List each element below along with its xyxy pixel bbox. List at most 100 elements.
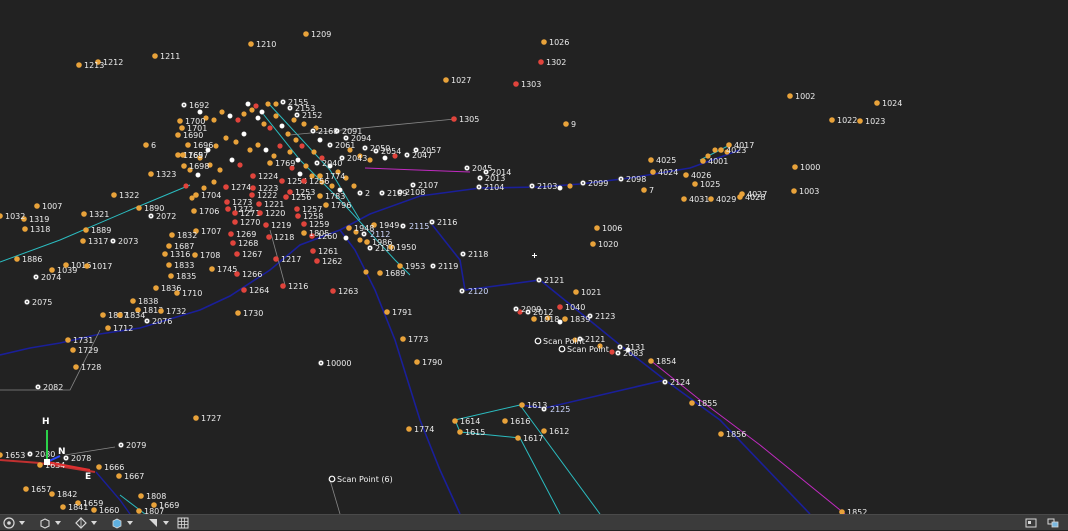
survey-point-marker[interactable] <box>227 113 233 119</box>
survey-point-marker[interactable] <box>317 137 323 143</box>
survey-point-marker[interactable] <box>49 491 55 497</box>
survey-point-marker[interactable] <box>791 188 797 194</box>
survey-point[interactable]: 1617 <box>515 434 543 443</box>
survey-point[interactable]: 2054 <box>372 147 401 156</box>
survey-point-marker[interactable] <box>235 117 241 123</box>
survey-point-marker[interactable] <box>681 196 687 202</box>
survey-point[interactable]: 1657 <box>23 485 51 494</box>
survey-point[interactable]: 1790 <box>414 358 442 367</box>
survey-point[interactable]: 1700 <box>177 117 205 126</box>
survey-point[interactable]: 1302 <box>538 58 566 67</box>
survey-point[interactable]: 1016 <box>63 261 91 270</box>
render-mode-button[interactable] <box>72 515 100 531</box>
survey-point-marker[interactable] <box>310 248 316 254</box>
survey-point[interactable]: 1687 <box>166 242 194 251</box>
survey-point-marker[interactable] <box>250 173 256 179</box>
survey-point-marker[interactable] <box>829 117 835 123</box>
survey-point-marker[interactable] <box>168 273 174 279</box>
survey-point-marker[interactable] <box>153 285 159 291</box>
survey-point[interactable]: 1274 <box>223 183 251 192</box>
survey-point[interactable]: 2121 <box>576 335 605 344</box>
survey-point-marker[interactable] <box>100 312 106 318</box>
survey-point-marker[interactable] <box>267 160 273 166</box>
survey-point-marker[interactable] <box>138 493 144 499</box>
survey-point-marker[interactable] <box>21 216 27 222</box>
survey-point[interactable]: 2047 <box>403 151 432 160</box>
survey-point[interactable]: 2075 <box>23 298 52 307</box>
survey-point-marker[interactable] <box>23 486 29 492</box>
survey-point-marker[interactable] <box>400 336 406 342</box>
survey-point[interactable]: 1856 <box>718 430 746 439</box>
survey-point[interactable]: 1209 <box>303 30 331 39</box>
survey-point-marker[interactable] <box>609 349 615 355</box>
screenshot-button[interactable] <box>1022 515 1040 531</box>
survey-point-marker[interactable] <box>397 263 403 269</box>
survey-point[interactable]: 1689 <box>377 269 405 278</box>
survey-point-marker[interactable] <box>567 183 573 189</box>
survey-point[interactable]: 1805 <box>301 229 329 238</box>
survey-point-marker[interactable] <box>392 153 398 159</box>
survey-point-marker[interactable] <box>531 316 537 322</box>
navigation-mode-button[interactable] <box>0 515 28 531</box>
survey-point[interactable]: 1254 <box>279 177 307 186</box>
survey-point[interactable]: 1026 <box>541 38 569 47</box>
survey-point[interactable]: 2115 <box>399 222 429 231</box>
survey-point-marker[interactable] <box>205 147 211 153</box>
survey-point-marker[interactable] <box>689 400 695 406</box>
survey-point[interactable]: 1007 <box>34 202 62 211</box>
survey-point[interactable]: 1710 <box>174 289 202 298</box>
survey-point-marker[interactable] <box>515 435 521 441</box>
survey-point-marker[interactable] <box>180 152 186 158</box>
survey-point-marker[interactable] <box>718 147 724 153</box>
survey-point[interactable]: 1305 <box>451 115 479 124</box>
survey-point-marker[interactable] <box>247 147 253 153</box>
survey-point-marker[interactable] <box>295 213 301 219</box>
survey-point[interactable]: 4028 <box>737 193 765 202</box>
survey-point[interactable]: 1729 <box>70 346 98 355</box>
survey-point-marker[interactable] <box>317 193 323 199</box>
survey-point[interactable]: 1022 <box>829 116 857 125</box>
survey-point-marker[interactable] <box>255 115 261 121</box>
survey-point[interactable]: 1316 <box>162 250 190 259</box>
survey-point-marker[interactable] <box>263 222 269 228</box>
survey-point[interactable]: 1634 <box>37 461 65 470</box>
survey-point-marker[interactable] <box>351 183 357 189</box>
survey-point[interactable]: 2110 <box>366 244 395 253</box>
survey-point[interactable]: 1271 <box>232 209 260 218</box>
survey-point[interactable]: 2153 <box>286 104 315 113</box>
survey-point[interactable]: 1612 <box>541 427 569 436</box>
survey-point-marker[interactable] <box>597 343 603 349</box>
survey-point[interactable]: 1222 <box>249 191 277 200</box>
survey-point[interactable]: 2040 <box>313 159 342 168</box>
survey-point[interactable]: 1253 <box>287 188 315 197</box>
survey-point-marker[interactable] <box>228 231 234 237</box>
survey-point-marker[interactable] <box>708 196 714 202</box>
survey-point-marker[interactable] <box>323 202 329 208</box>
survey-point-marker[interactable] <box>452 418 458 424</box>
survey-point-marker[interactable] <box>91 507 97 513</box>
survey-point-marker[interactable] <box>371 222 377 228</box>
survey-point-marker[interactable] <box>384 309 390 315</box>
survey-point[interactable]: 1667 <box>116 472 144 481</box>
survey-point-marker[interactable] <box>197 109 203 115</box>
scan-point-marker[interactable] <box>328 475 336 483</box>
survey-point-marker[interactable] <box>116 473 122 479</box>
survey-point-marker[interactable] <box>406 426 412 432</box>
survey-point-marker[interactable] <box>451 116 457 122</box>
survey-point-marker[interactable] <box>414 359 420 365</box>
survey-point-marker[interactable] <box>718 431 724 437</box>
survey-point-marker[interactable] <box>648 358 654 364</box>
survey-point-marker[interactable] <box>219 109 225 115</box>
survey-point[interactable]: 2109 <box>378 189 407 198</box>
survey-point[interactable]: 1256 <box>283 193 311 202</box>
survey-point[interactable]: 1218 <box>266 233 294 242</box>
survey-point-marker[interactable] <box>327 163 333 169</box>
survey-point[interactable]: 2131 <box>616 343 645 352</box>
survey-point-marker[interactable] <box>96 464 102 470</box>
survey-point[interactable]: 2078 <box>62 454 91 463</box>
survey-point[interactable]: 2108 <box>396 188 425 197</box>
survey-point-marker[interactable] <box>279 178 285 184</box>
survey-point-marker[interactable] <box>299 143 305 149</box>
survey-point-marker[interactable] <box>594 225 600 231</box>
survey-point-marker[interactable] <box>83 227 89 233</box>
